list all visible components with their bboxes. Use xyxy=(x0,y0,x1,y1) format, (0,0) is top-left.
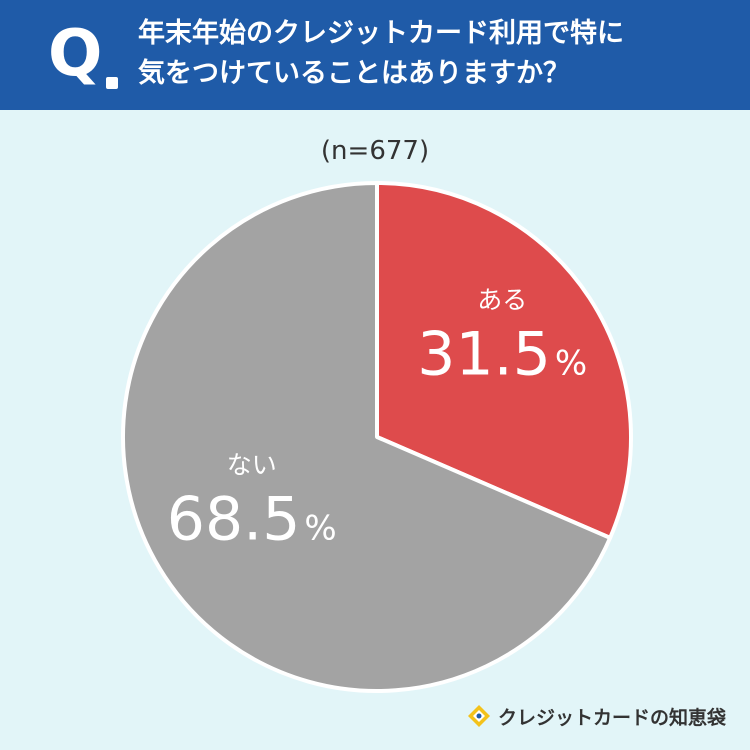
pie-slice-aru xyxy=(375,181,633,540)
question-line-1: 年末年始のクレジットカード利用で特に xyxy=(138,18,624,49)
question-line-2: 気をつけていることはありますか？ xyxy=(138,58,570,89)
question-mark-dot xyxy=(106,77,118,89)
slice-label-aru: ある xyxy=(477,286,527,315)
brand-name: クレジットカードの知恵袋 xyxy=(497,706,726,729)
pie-labels: ある 31.5 % ない 68.5% xyxy=(167,286,587,555)
slice-label-nai: ない xyxy=(227,450,277,479)
slice-value-aru: 31.5% xyxy=(417,320,587,390)
question-header: Q 年末年始のクレジットカード利用で特に 気をつけていることはありますか？ xyxy=(0,0,750,110)
question-mark: Q xyxy=(48,17,103,91)
diamond-pencil-icon xyxy=(467,705,490,727)
sample-size-label: (n=677) xyxy=(320,136,430,166)
slice-value-number-nai: 68.5 xyxy=(167,484,301,554)
slice-value-number-aru: 31.5 xyxy=(417,320,551,390)
slice-value-unit-nai: % xyxy=(304,508,336,548)
slice-value-nai: 68.5% xyxy=(167,484,337,554)
question-text: 年末年始のクレジットカード利用で特に 気をつけていることはありますか？ xyxy=(138,14,738,94)
brand-logo: クレジットカードの知恵袋 xyxy=(466,700,726,732)
pie-slice-nai xyxy=(121,181,613,693)
slice-value-unit-aru: % xyxy=(555,344,587,384)
pie-slices xyxy=(121,181,633,693)
